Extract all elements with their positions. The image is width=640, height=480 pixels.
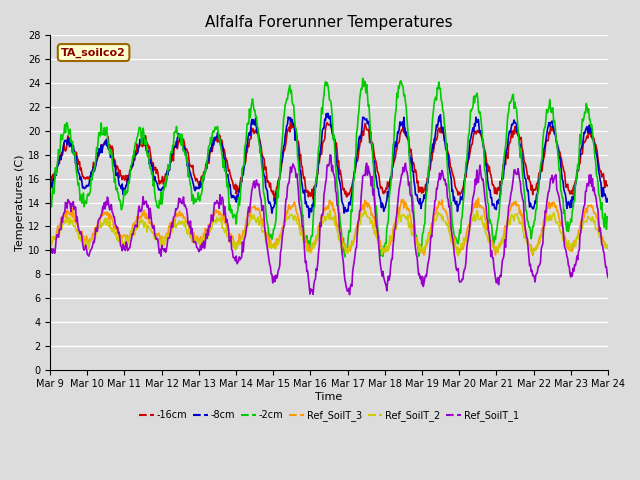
X-axis label: Time: Time bbox=[316, 392, 342, 402]
Text: TA_soilco2: TA_soilco2 bbox=[61, 48, 126, 58]
Y-axis label: Temperatures (C): Temperatures (C) bbox=[15, 154, 25, 251]
Title: Alfalfa Forerunner Temperatures: Alfalfa Forerunner Temperatures bbox=[205, 15, 453, 30]
Legend: -16cm, -8cm, -2cm, Ref_SoilT_3, Ref_SoilT_2, Ref_SoilT_1: -16cm, -8cm, -2cm, Ref_SoilT_3, Ref_Soil… bbox=[136, 407, 523, 425]
